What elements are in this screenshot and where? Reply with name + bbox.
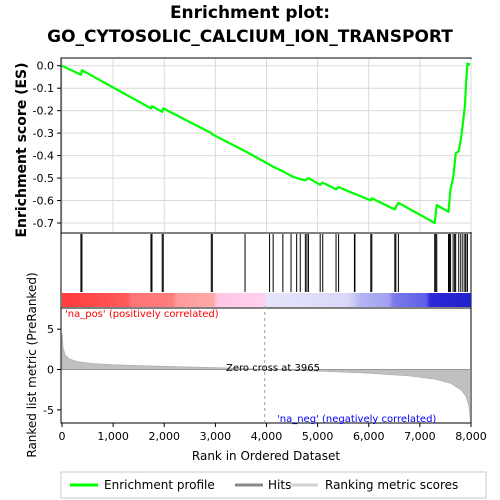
es-ytick-label: -0.6 <box>33 195 54 208</box>
es-ytick-label: -0.4 <box>33 150 54 163</box>
rank-color-bar <box>62 293 471 307</box>
es-y-axis-label: Enrichment score (ES) <box>14 62 30 237</box>
legend-frame <box>60 471 487 499</box>
metric-ytick-label: 5 <box>47 323 54 336</box>
metric-y-axis-label: Ranked list metric (PreRanked) <box>25 272 39 457</box>
metric-ytick-label: -5 <box>43 404 54 417</box>
es-line <box>61 62 471 225</box>
chart-title-line1: Enrichment plot: <box>169 3 331 23</box>
es-ytick-label: 0.0 <box>37 60 55 73</box>
x-tick-label: 6,000 <box>353 430 385 443</box>
x-tick-label: 4,000 <box>251 430 283 443</box>
es-ytick-label: -0.1 <box>33 82 54 95</box>
x-tick-label: 2,000 <box>149 430 181 443</box>
legend-es-label: Enrichment profile <box>104 478 215 492</box>
es-ytick-label: -0.2 <box>33 105 54 118</box>
metric-layer <box>61 306 471 422</box>
es-yticks: 0.0 -0.1 -0.2 -0.3 -0.4 -0.5 -0.6 -0.7 <box>33 60 61 230</box>
x-tick-label: 7,000 <box>404 430 436 443</box>
es-ytick-label: -0.3 <box>33 127 54 140</box>
legend-metric-label: Ranking metric scores <box>325 478 458 492</box>
legend-hits-label: Hits <box>268 478 291 492</box>
es-grid <box>61 59 472 232</box>
x-tick-label: 3,000 <box>200 430 232 443</box>
neg-label: 'na_neg' (negatively correlated) <box>277 414 436 425</box>
es-ytick-label: -0.5 <box>33 172 54 185</box>
es-curve <box>61 62 471 225</box>
zero-cross-label: Zero cross at 3965 <box>226 363 320 374</box>
metric-area <box>61 333 471 421</box>
pos-label: 'na_pos' (positively correlated) <box>65 309 219 320</box>
hits-layer <box>80 234 468 292</box>
es-ytick-label: -0.7 <box>33 217 54 230</box>
x-axis-label: Rank in Ordered Dataset <box>192 449 340 463</box>
x-tick-label: 1,000 <box>97 430 129 443</box>
x-tick-label: 5,000 <box>302 430 334 443</box>
metric-ytick-label: 0 <box>47 364 54 377</box>
x-ticks: 0 1,000 2,000 3,000 4,000 5,000 6,000 7,000 8,00… <box>59 423 487 443</box>
x-tick-label: 0 <box>59 430 66 443</box>
chart-title-line2: GO_CYTOSOLIC_CALCIUM_ION_TRANSPORT <box>47 27 453 47</box>
x-tick-label: 8,000 <box>455 430 487 443</box>
metric-yticks: 5 0 -5 <box>43 323 61 417</box>
